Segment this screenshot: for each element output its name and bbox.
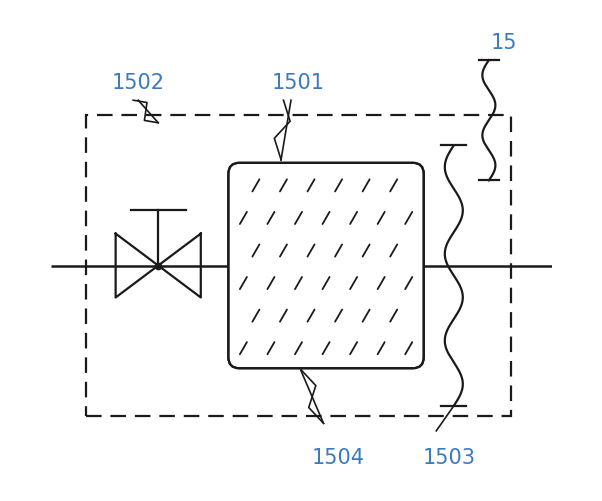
Text: 15: 15 [491, 33, 517, 53]
Text: 1501: 1501 [272, 73, 325, 93]
FancyBboxPatch shape [228, 163, 424, 368]
Text: 1502: 1502 [112, 73, 165, 93]
Text: 1504: 1504 [312, 448, 365, 468]
Text: 1503: 1503 [422, 448, 476, 468]
